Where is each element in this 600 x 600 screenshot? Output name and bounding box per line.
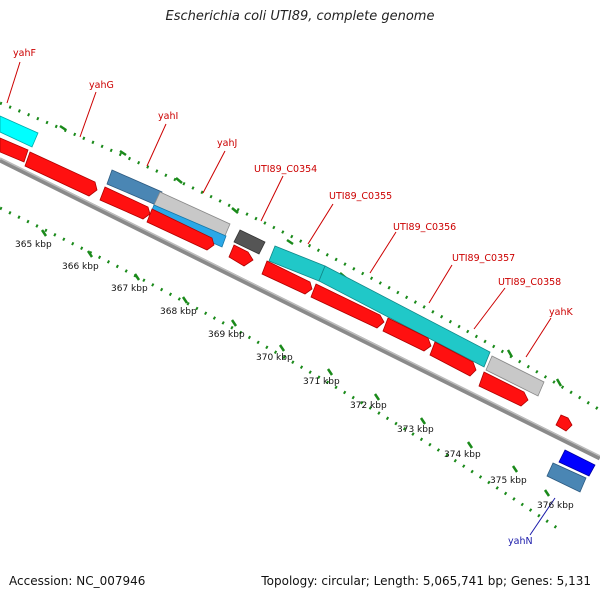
tick-label-366: 366 kbp — [62, 262, 99, 272]
gene-label-yahF[interactable]: yahF — [13, 48, 36, 59]
map-title: Escherichia coli UTI89, complete genome — [165, 9, 435, 24]
gene-label-yahN[interactable]: yahN — [508, 536, 533, 547]
gene-label-yahG[interactable]: yahG — [89, 80, 114, 91]
cds-red-10[interactable] — [478, 371, 529, 407]
gene-label-C0358[interactable]: UTI89_C0358 — [498, 277, 561, 288]
gene-label-C0356[interactable]: UTI89_C0356 — [393, 222, 456, 233]
cds-teal-C0356-C0357[interactable] — [318, 265, 491, 368]
forward-strand-features — [0, 137, 573, 432]
cds-red-1[interactable] — [0, 137, 29, 163]
cds-red-7[interactable] — [310, 283, 385, 329]
label-leaders — [6, 61, 556, 536]
cds-dark-gray-C0354[interactable] — [233, 229, 266, 255]
gene-label-yahJ[interactable]: yahJ — [217, 138, 237, 149]
cds-red-3[interactable] — [99, 186, 151, 220]
tick-label-370: 370 kbp — [256, 353, 293, 363]
gene-label-C0357[interactable]: UTI89_C0357 — [452, 253, 515, 264]
tick-label-376: 376 kbp — [537, 501, 574, 511]
cds-red-9[interactable] — [429, 341, 477, 377]
gene-label-yahI[interactable]: yahI — [158, 111, 178, 122]
cds-steel-yahN[interactable] — [546, 462, 587, 493]
topology-text: Topology: circular; Length: 5,065,741 bp… — [261, 574, 591, 588]
cds-red-4[interactable] — [146, 208, 215, 251]
cds-red-8[interactable] — [382, 317, 432, 352]
accession-text: Accession: NC_007946 — [9, 574, 146, 588]
cds-blue-yahM[interactable] — [558, 449, 596, 477]
inner-ring-ticks — [40, 229, 551, 497]
outer-dotted-ring — [0, 101, 600, 412]
tick-label-368: 368 kbp — [160, 307, 197, 317]
cds-red-5[interactable] — [228, 244, 254, 267]
tick-label-371: 371 kbp — [303, 377, 340, 387]
cds-red-6[interactable] — [261, 260, 313, 295]
gene-label-C0355[interactable]: UTI89_C0355 — [329, 191, 392, 202]
tick-label-369: 369 kbp — [208, 330, 245, 340]
tick-label-372: 372 kbp — [350, 401, 387, 411]
cds-cyan-yahF[interactable] — [0, 115, 39, 148]
tick-label-374: 374 kbp — [444, 450, 481, 460]
tick-label-367: 367 kbp — [111, 284, 148, 294]
cds-red-11[interactable] — [555, 414, 573, 432]
tick-label-373: 373 kbp — [397, 425, 434, 435]
tick-label-375: 375 kbp — [490, 476, 527, 486]
gene-label-C0354[interactable]: UTI89_C0354 — [254, 164, 317, 175]
cds-gray-C0358[interactable] — [485, 355, 545, 397]
gene-label-yahK[interactable]: yahK — [549, 307, 573, 318]
cds-red-2[interactable] — [24, 151, 98, 197]
tick-label-365: 365 kbp — [15, 240, 52, 250]
backbone-ring — [0, 157, 600, 461]
